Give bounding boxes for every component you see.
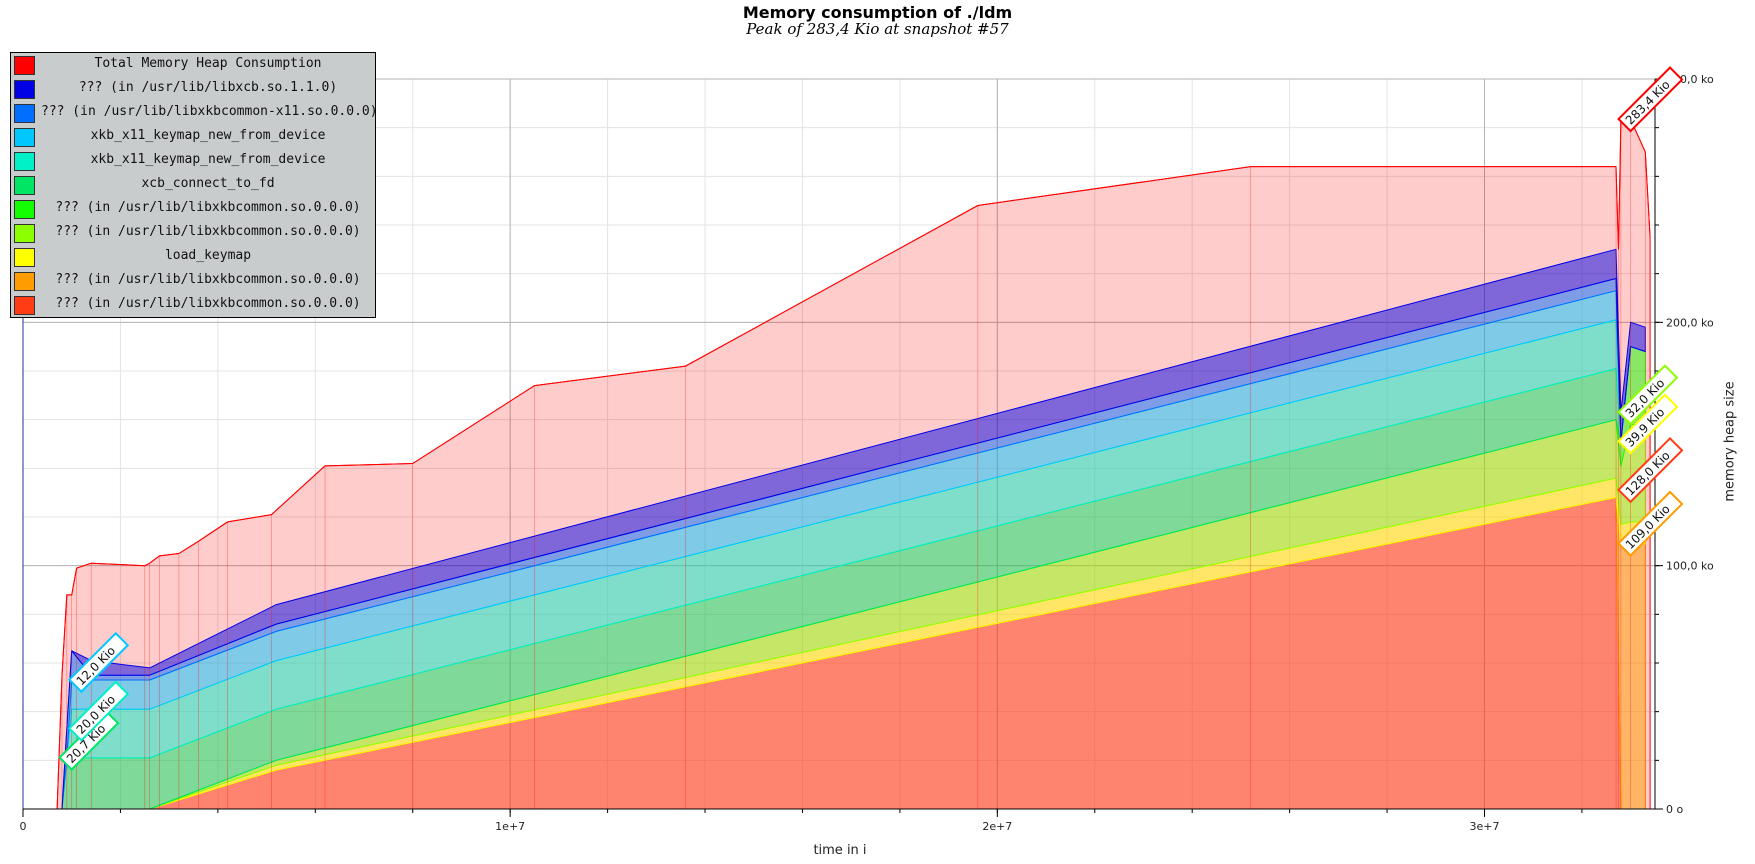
x-axis-label: time in i xyxy=(813,843,867,858)
y-axis-label: memory heap size xyxy=(1722,381,1738,502)
legend-label: xkb_x11_keymap_new_from_device xyxy=(90,128,326,143)
annotation-box xyxy=(1617,66,1684,133)
annotation-box xyxy=(1617,393,1679,455)
legend-swatch xyxy=(14,80,35,99)
annotation-text: 283,4 Kio xyxy=(1623,78,1673,128)
series-area-9 xyxy=(22,248,1646,810)
legend-swatch xyxy=(14,176,35,195)
legend-item: ??? (in /usr/lib/libxcb.so.1.1.0) xyxy=(11,77,375,101)
legend-label: Total Memory Heap Consumption xyxy=(94,56,322,71)
legend-item: ??? (in /usr/lib/libxkbcommon.so.0.0.0) xyxy=(11,269,375,293)
x-tick-label: 0 xyxy=(20,820,27,833)
annotation-label: 283,4 Kio xyxy=(1617,66,1684,133)
chart-legend: Total Memory Heap Consumption ??? (in /us… xyxy=(10,52,378,318)
legend-item: load_keymap xyxy=(11,245,375,269)
y-tick-label: 100,0 ko xyxy=(1666,560,1714,573)
legend-swatch xyxy=(14,152,35,171)
legend-item: xkb_x11_keymap_new_from_device xyxy=(11,149,375,173)
legend-label: ??? (in /usr/lib/libxkbcommon.so.0.0.0) xyxy=(55,272,361,287)
legend-swatch xyxy=(14,200,35,219)
annotation-box xyxy=(1617,436,1684,504)
legend-item: Total Memory Heap Consumption xyxy=(11,53,375,77)
legend-label: ??? (in /usr/lib/libxkbcommon.so.0.0.0) xyxy=(55,224,361,239)
legend-label: load_keymap xyxy=(164,248,252,263)
annotation-box xyxy=(67,631,130,694)
legend-swatch xyxy=(14,104,35,123)
annotation-box xyxy=(1617,364,1679,426)
chart-title: Memory consumption of ./ldm xyxy=(742,3,1013,22)
annotation-box xyxy=(1617,490,1684,557)
annotation-box xyxy=(67,680,130,742)
legend-item: ??? (in /usr/lib/libxkbcommon-x11.so.0.0… xyxy=(11,101,378,125)
legend-item: ??? (in /usr/lib/libxkbcommon.so.0.0.0) xyxy=(11,293,375,317)
legend-swatch xyxy=(14,272,35,291)
legend-swatch xyxy=(14,224,35,243)
legend-label: ??? (in /usr/lib/libxkbcommon.so.0.0.0) xyxy=(55,200,361,215)
chart-subtitle: Peak of 283,4 Kio at snapshot #57 xyxy=(746,20,1009,38)
series-line-total xyxy=(23,118,1651,810)
legend-item: ??? (in /usr/lib/libxkbcommon.so.0.0.0) xyxy=(11,197,375,221)
legend-label: ??? (in /usr/lib/libxcb.so.1.1.0) xyxy=(78,80,338,95)
x-tick-label: 3e+7 xyxy=(1470,820,1500,833)
y-tick-label: 200,0 ko xyxy=(1666,316,1714,329)
y-tick-label: 0 o xyxy=(1666,803,1683,816)
legend-label: ??? (in /usr/lib/libxkbcommon-x11.so.0.0… xyxy=(41,104,378,119)
legend-item: ??? (in /usr/lib/libxkbcommon.so.0.0.0) xyxy=(11,221,375,245)
legend-label: xcb_connect_to_fd xyxy=(141,176,275,191)
legend-label: ??? (in /usr/lib/libxkbcommon.so.0.0.0) xyxy=(55,296,361,311)
x-tick-label: 2e+7 xyxy=(982,820,1012,833)
x-tick-label: 1e+7 xyxy=(495,820,525,833)
legend-swatch xyxy=(14,248,35,267)
legend-swatch xyxy=(14,296,35,315)
legend-swatch xyxy=(14,56,35,75)
legend-label: xkb_x11_keymap_new_from_device xyxy=(90,152,326,167)
legend-swatch xyxy=(14,128,35,147)
legend-item: xcb_connect_to_fd xyxy=(11,173,375,197)
area-layer xyxy=(22,118,1651,810)
legend-item: xkb_x11_keymap_new_from_device xyxy=(11,125,375,149)
